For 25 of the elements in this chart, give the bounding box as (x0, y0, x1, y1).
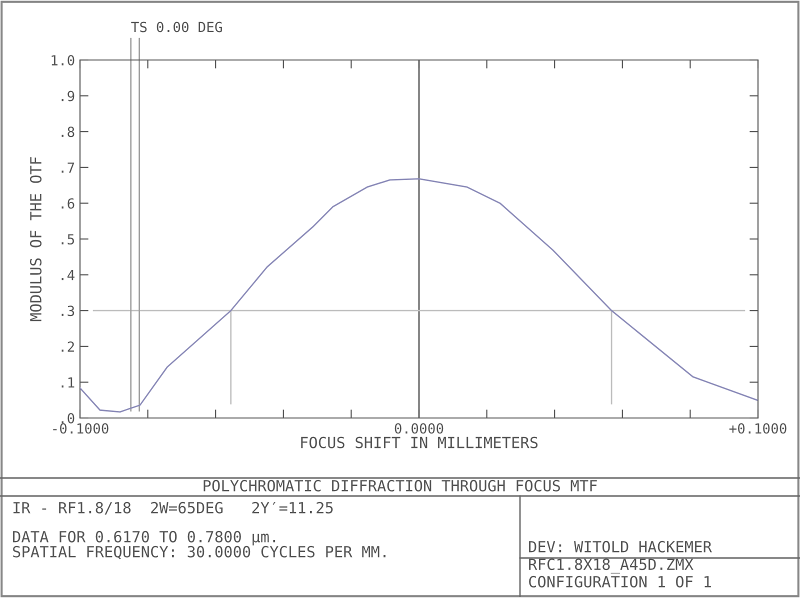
y-tick-label: .3 (62, 306, 74, 316)
y-tick-label: .5 (62, 234, 74, 245)
text: SPATIAL FREQUENCY: 30.0000 CYCLES PER MM. (13, 546, 386, 560)
y-axis-title: MODULUS OF THE OTF (30, 157, 42, 322)
text: DATA FOR 0.6170 TO 0.7800 µm. (13, 530, 276, 546)
text: CONFIGURATION 1 OF 1 (529, 576, 711, 588)
y-tick-label: .0 (62, 413, 74, 424)
x-tick-label: 0.0000 (394, 423, 444, 434)
x-tick-label: +0.1000 (729, 423, 786, 434)
y-tick-label: .2 (62, 341, 74, 352)
text: RFC1.8X18_A45D.ZMX (529, 558, 694, 574)
text: DEV: WITOLD HACKEMER (529, 540, 712, 552)
y-tick-label: 1.0 (52, 55, 74, 66)
x-tick-label: -0.1000 (53, 423, 108, 434)
y-tick-label: .6 (62, 198, 74, 209)
text: POLYCHROMATIC DIFFRACTION THROUGH FOCUS MTF (204, 480, 597, 492)
text: IR - RF1.8/18 2W=65DEG 2Y′=11.25 (14, 502, 333, 515)
ref-line-label: TS 0.00 DEG (131, 22, 222, 32)
y-tick-label: .4 (62, 270, 74, 280)
y-tick-label: .9 (62, 90, 74, 102)
x-axis-title: FOCUS SHIFT IN MILLIMETERS (301, 436, 538, 448)
y-tick-label: .7 (62, 162, 74, 173)
line-series (80, 178, 758, 413)
y-tick-label: .8 (62, 126, 74, 138)
y-tick-label: .1 (62, 377, 74, 388)
